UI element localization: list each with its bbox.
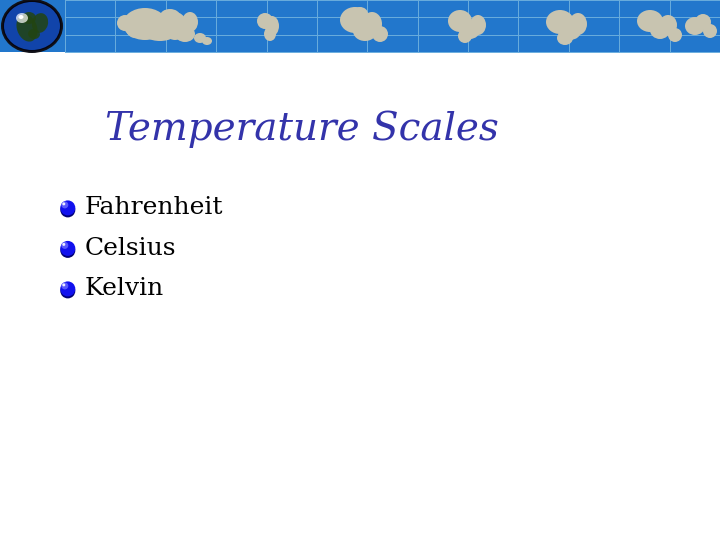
- Ellipse shape: [175, 26, 195, 42]
- Ellipse shape: [60, 241, 76, 256]
- Ellipse shape: [362, 12, 382, 36]
- Ellipse shape: [32, 13, 48, 33]
- Ellipse shape: [117, 15, 133, 31]
- Ellipse shape: [557, 31, 573, 45]
- Ellipse shape: [16, 13, 28, 23]
- Ellipse shape: [202, 37, 212, 45]
- Ellipse shape: [28, 29, 40, 39]
- Ellipse shape: [61, 242, 68, 249]
- Ellipse shape: [650, 21, 670, 39]
- Ellipse shape: [142, 21, 178, 41]
- Text: Celsius: Celsius: [85, 237, 176, 260]
- Ellipse shape: [703, 24, 717, 38]
- Ellipse shape: [61, 201, 68, 208]
- Ellipse shape: [60, 281, 76, 296]
- Ellipse shape: [685, 17, 705, 35]
- Text: Temperature Scales: Temperature Scales: [105, 111, 500, 148]
- Ellipse shape: [163, 12, 187, 40]
- Ellipse shape: [17, 15, 37, 42]
- Ellipse shape: [559, 22, 581, 40]
- Ellipse shape: [637, 10, 663, 32]
- Ellipse shape: [144, 12, 160, 24]
- FancyBboxPatch shape: [0, 0, 720, 52]
- Ellipse shape: [659, 15, 677, 35]
- Ellipse shape: [60, 202, 76, 218]
- Ellipse shape: [60, 243, 76, 258]
- Text: Kelvin: Kelvin: [85, 278, 164, 300]
- Ellipse shape: [340, 7, 370, 33]
- Ellipse shape: [546, 10, 574, 34]
- Ellipse shape: [352, 7, 368, 21]
- Ellipse shape: [353, 21, 377, 41]
- Ellipse shape: [22, 12, 36, 24]
- Ellipse shape: [460, 21, 480, 39]
- Ellipse shape: [19, 15, 24, 19]
- Ellipse shape: [60, 284, 76, 299]
- Ellipse shape: [458, 29, 472, 43]
- Ellipse shape: [194, 33, 206, 43]
- Ellipse shape: [4, 2, 60, 50]
- Ellipse shape: [160, 9, 180, 23]
- Ellipse shape: [60, 200, 76, 215]
- Ellipse shape: [569, 13, 587, 35]
- Ellipse shape: [125, 14, 145, 38]
- Text: Fahrenheit: Fahrenheit: [85, 197, 223, 219]
- Ellipse shape: [470, 15, 486, 35]
- Ellipse shape: [264, 27, 276, 41]
- Ellipse shape: [448, 10, 472, 32]
- Ellipse shape: [257, 13, 273, 29]
- Ellipse shape: [63, 202, 66, 205]
- Ellipse shape: [668, 28, 682, 42]
- Ellipse shape: [61, 282, 68, 289]
- Ellipse shape: [3, 1, 61, 51]
- Ellipse shape: [182, 12, 198, 32]
- Ellipse shape: [63, 243, 66, 246]
- Ellipse shape: [1, 0, 63, 53]
- Ellipse shape: [123, 8, 167, 40]
- Ellipse shape: [372, 26, 388, 42]
- Ellipse shape: [695, 14, 711, 30]
- Ellipse shape: [63, 284, 66, 286]
- Ellipse shape: [265, 16, 279, 36]
